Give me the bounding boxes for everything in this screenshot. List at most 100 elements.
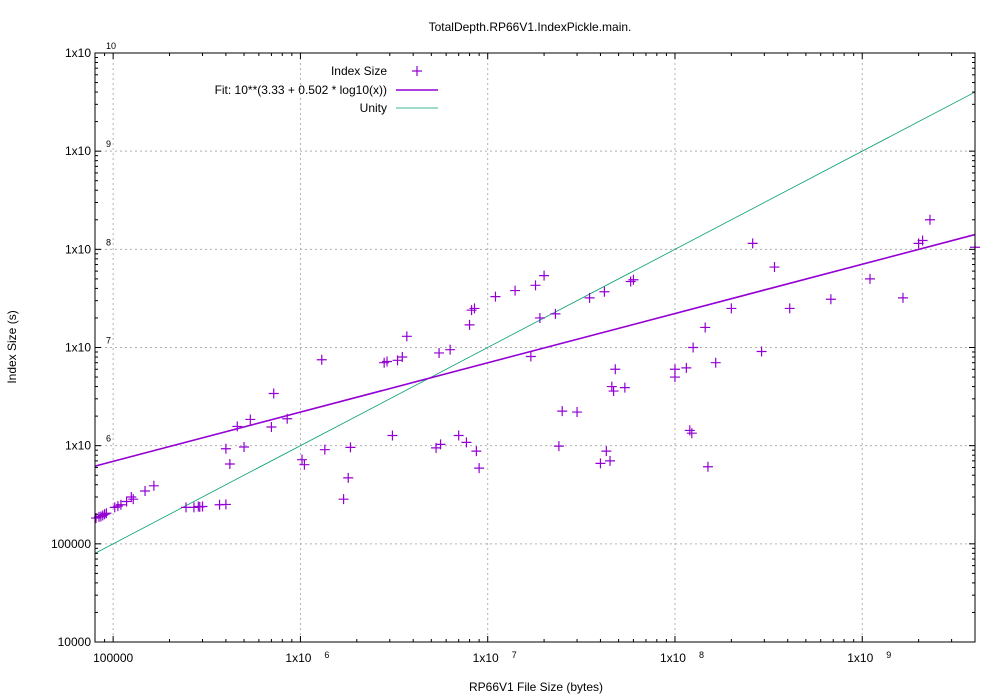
data-point xyxy=(784,303,795,314)
data-point xyxy=(710,357,721,368)
data-point xyxy=(220,499,231,510)
data-point xyxy=(387,430,398,441)
y-tick-label: 100000 xyxy=(51,537,91,551)
x-tick-label: 1x10 xyxy=(473,651,499,665)
data-point xyxy=(382,356,393,367)
data-point xyxy=(619,382,630,393)
data-point xyxy=(121,496,132,507)
data-point xyxy=(490,291,501,302)
data-point xyxy=(530,280,541,291)
data-point xyxy=(435,439,446,450)
data-point xyxy=(148,480,159,491)
data-point xyxy=(726,303,737,314)
data-point xyxy=(434,347,445,358)
data-point xyxy=(606,381,617,392)
data-point xyxy=(239,441,250,452)
data-point xyxy=(572,407,583,418)
data-point xyxy=(825,294,836,305)
data-point xyxy=(539,270,550,281)
data-point xyxy=(297,454,308,465)
data-point xyxy=(101,508,112,519)
data-point xyxy=(99,509,110,520)
data-point xyxy=(601,446,612,457)
data-point xyxy=(608,386,619,397)
data-point xyxy=(686,428,697,439)
x-tick-label: 1x10 xyxy=(847,651,873,665)
data-point xyxy=(557,406,568,417)
data-point xyxy=(702,461,713,472)
data-point xyxy=(266,421,277,432)
data-point xyxy=(534,312,545,323)
data-point xyxy=(338,494,349,505)
x-tick-exponent: 9 xyxy=(886,650,891,660)
data-point xyxy=(232,421,243,432)
x-tick-exponent: 8 xyxy=(699,650,704,660)
x-tick-label: 1x10 xyxy=(285,651,311,665)
y-tick-label: 1x10 xyxy=(65,439,91,453)
data-point xyxy=(550,308,561,319)
data-point xyxy=(453,430,464,441)
data-point xyxy=(316,354,327,365)
data-point xyxy=(245,414,256,425)
fit-line xyxy=(94,233,976,467)
data-point xyxy=(684,425,695,436)
data-point xyxy=(140,486,151,497)
data-point xyxy=(464,319,475,330)
x-tick-label: 1x10 xyxy=(660,651,686,665)
data-points xyxy=(91,214,980,524)
data-point xyxy=(605,455,616,466)
y-tick-exponent: 7 xyxy=(106,336,111,346)
legend-label: Unity xyxy=(360,101,387,115)
y-tick-exponent: 10 xyxy=(106,41,116,51)
y-tick-label: 10000 xyxy=(58,635,92,649)
data-point xyxy=(595,458,606,469)
data-point xyxy=(469,303,480,314)
data-point xyxy=(510,285,521,296)
unity-line xyxy=(94,91,976,554)
y-tick-exponent: 6 xyxy=(106,434,111,444)
data-point xyxy=(197,501,208,512)
y-axis-label: Index Size (s) xyxy=(5,310,19,383)
data-point xyxy=(628,274,639,285)
x-tick-exponent: 6 xyxy=(324,650,329,660)
data-point xyxy=(282,413,293,424)
y-tick-exponent: 9 xyxy=(106,139,111,149)
x-axis-label: RP66V1 File Size (bytes) xyxy=(469,680,603,694)
data-point xyxy=(345,442,356,453)
data-point xyxy=(379,357,390,368)
data-point xyxy=(625,276,636,287)
y-tick-label: 1x10 xyxy=(65,341,91,355)
x-tick-exponent: 7 xyxy=(512,650,517,660)
fit-line-group xyxy=(94,233,976,467)
legend-label: Fit: 10**(3.33 + 0.502 * log10(x)) xyxy=(215,83,387,97)
data-point xyxy=(865,273,876,284)
axis-ticks: 100000 1x10 6 1x10 7 1x10 8 1x10 9100001000001x1… xyxy=(51,41,975,665)
legend-swatch-points xyxy=(412,66,422,76)
y-tick-label: 1x10 xyxy=(65,144,91,158)
data-point xyxy=(924,214,935,225)
data-point xyxy=(224,459,235,470)
data-point xyxy=(669,364,680,375)
data-point xyxy=(115,499,126,510)
data-point xyxy=(474,463,485,474)
data-point xyxy=(461,437,472,448)
y-tick-exponent: 8 xyxy=(106,237,111,247)
legend: Index Size Fit: 10**(3.33 + 0.502 * log10… xyxy=(215,64,438,115)
y-tick-label: 1x10 xyxy=(65,46,91,60)
legend-label: Index Size xyxy=(331,64,387,78)
data-point xyxy=(553,441,564,452)
data-point xyxy=(401,331,412,342)
data-point xyxy=(128,494,139,505)
y-tick-label: 1x10 xyxy=(65,242,91,256)
data-point xyxy=(681,362,692,373)
chart-title: TotalDepth.RP66V1.IndexPickle.main. xyxy=(429,20,632,34)
data-point xyxy=(471,446,482,457)
data-point xyxy=(688,342,699,353)
data-point xyxy=(747,238,758,249)
data-point xyxy=(343,472,354,483)
data-point xyxy=(700,322,711,333)
x-tick-label: 100000 xyxy=(93,651,133,665)
data-point xyxy=(319,444,330,455)
data-point xyxy=(756,346,767,357)
data-point xyxy=(769,262,780,273)
